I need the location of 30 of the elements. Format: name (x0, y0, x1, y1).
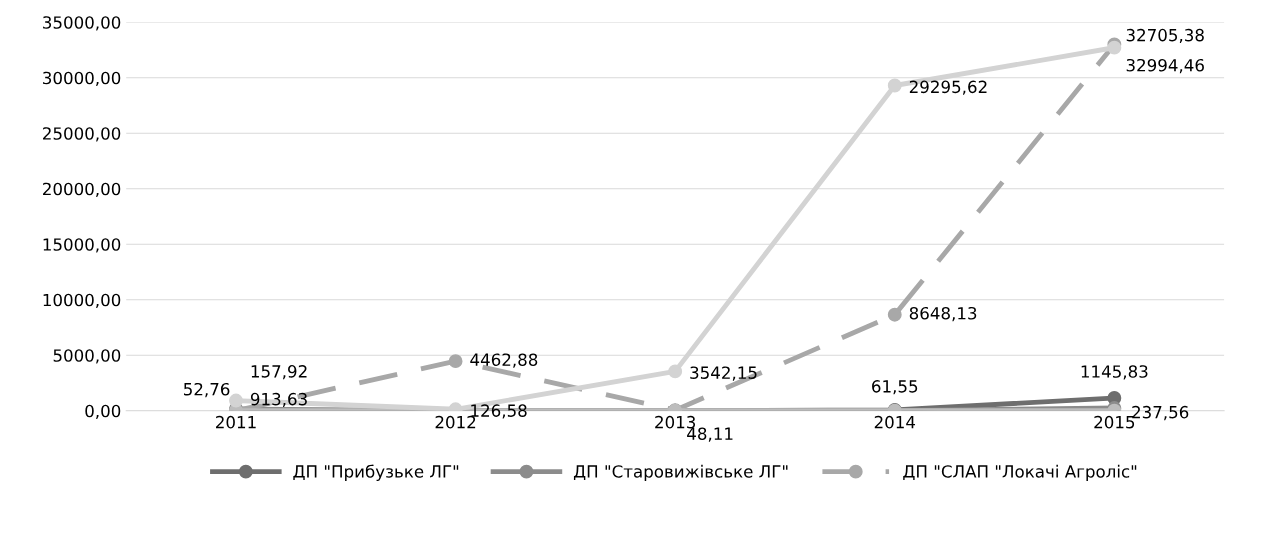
y-tick-label: 20000,00 (43, 182, 121, 197)
data-label: 29295,62 (909, 80, 987, 95)
y-tick-label: 0,00 (85, 404, 121, 419)
y-tick-label: 5000,00 (53, 349, 121, 364)
data-label: 157,92 (251, 365, 307, 380)
data-label: 4462,88 (470, 353, 538, 368)
x-tick-label: 2015 (1094, 415, 1135, 429)
data-label: 52,76 (184, 382, 230, 398)
y-tick-label: 30000,00 (43, 71, 121, 86)
y-tick-label: 15000,00 (43, 238, 121, 253)
data-label: 913,63 (250, 392, 307, 408)
data-label: 237,56 (1132, 405, 1189, 421)
data-label: 3542,15 (690, 366, 757, 381)
data-label: 32994,46 (1126, 58, 1204, 74)
y-tick-label: 10000,00 (43, 293, 121, 308)
data-label: 1145,83 (1081, 365, 1148, 380)
y-tick-label: 25000,00 (43, 127, 121, 142)
y-tick-label: 35000,00 (43, 16, 121, 31)
data-label: 8648,13 (909, 306, 977, 322)
data-label: 61,55 (872, 380, 918, 395)
x-tick-label: 2014 (874, 415, 916, 429)
point (887, 78, 902, 93)
data-label: 48,11 (687, 427, 733, 442)
x-tick-label: 2013 (655, 415, 696, 429)
x-tick-label: 2011 (216, 415, 256, 429)
legend-label: ДП "Прибузьке ЛГ" (293, 464, 459, 481)
legend-label: ДП "СЛАП "Локачі Агроліс" (903, 464, 1137, 481)
data-label: 32705,38 (1126, 28, 1204, 44)
legend-label: ДП "Старовижівське ЛГ" (573, 464, 788, 481)
point (887, 307, 902, 322)
